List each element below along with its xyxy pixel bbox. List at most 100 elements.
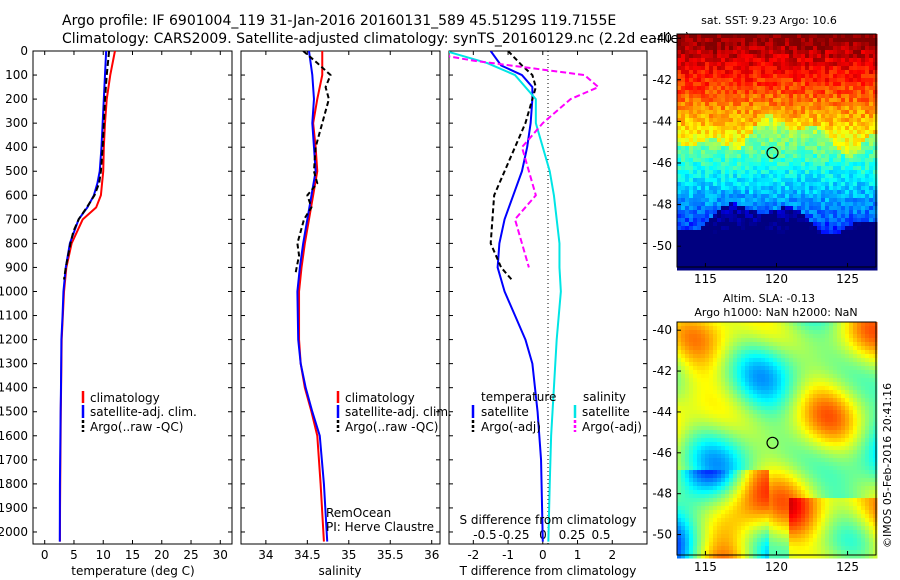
heatmap-cell	[753, 382, 758, 387]
heatmap-cell	[693, 118, 698, 123]
heatmap-cell	[697, 134, 702, 139]
heatmap-cell	[869, 126, 874, 131]
heatmap-cell	[837, 450, 842, 455]
heatmap-cell	[801, 102, 806, 107]
heatmap-cell	[697, 410, 702, 415]
heatmap-cell	[841, 438, 846, 443]
heatmap-cell	[737, 210, 742, 215]
heatmap-cell	[777, 178, 782, 183]
heatmap-cell	[729, 226, 734, 231]
heatmap-cell	[781, 422, 786, 427]
heatmap-cell	[725, 194, 730, 199]
heatmap-cell	[717, 394, 722, 399]
heatmap-cell	[749, 54, 754, 59]
heatmap-cell	[805, 218, 810, 223]
heatmap-cell	[781, 102, 786, 107]
heatmap-cell	[749, 266, 754, 271]
heatmap-cell	[845, 70, 850, 75]
heatmap-cell	[717, 406, 722, 411]
heatmap-cell	[697, 78, 702, 83]
heatmap-cell	[769, 254, 774, 259]
heatmap-cell	[757, 178, 762, 183]
heatmap-cell	[765, 406, 770, 411]
heatmap-cell	[781, 110, 786, 115]
heatmap-cell	[865, 262, 870, 267]
heatmap-cell	[777, 454, 782, 459]
heatmap-cell	[873, 182, 878, 187]
heatmap-cell	[749, 198, 754, 203]
heatmap-cell	[865, 250, 870, 255]
heatmap-cell	[785, 42, 790, 47]
heatmap-cell	[721, 46, 726, 51]
heatmap-cell	[705, 394, 710, 399]
heatmap-cell	[789, 334, 794, 339]
heatmap-cell	[817, 266, 822, 271]
heatmap-cell	[873, 330, 878, 335]
heatmap-cell	[765, 434, 770, 439]
heatmap-cell	[761, 394, 766, 399]
heatmap-cell	[757, 102, 762, 107]
heatmap-cell	[789, 174, 794, 179]
heatmap-cell	[861, 226, 866, 231]
heatmap-cell	[753, 174, 758, 179]
heatmap-cell	[701, 198, 706, 203]
heatmap-cell	[713, 334, 718, 339]
heatmap-cell	[817, 442, 822, 447]
heatmap-cell	[801, 338, 806, 343]
heatmap-cell	[777, 86, 782, 91]
heatmap-cell	[797, 154, 802, 159]
heatmap-cell	[853, 354, 858, 359]
heatmap-cell	[701, 346, 706, 351]
heatmap-cell	[797, 126, 802, 131]
heatmap-cell	[717, 446, 722, 451]
heatmap-cell	[701, 350, 706, 355]
heatmap-cell	[733, 406, 738, 411]
heatmap-cell	[845, 434, 850, 439]
heatmap-cell	[821, 218, 826, 223]
heatmap-cell	[721, 366, 726, 371]
sst-argo-location-marker	[766, 146, 779, 159]
heatmap-cell	[853, 202, 858, 207]
heatmap-cell	[745, 34, 750, 39]
heatmap-cell	[705, 78, 710, 83]
heatmap-cell	[697, 262, 702, 267]
heatmap-cell	[789, 406, 794, 411]
heatmap-cell	[821, 222, 826, 227]
heatmap-cell	[873, 234, 878, 239]
heatmap-cell	[873, 406, 878, 411]
heatmap-cell	[837, 366, 842, 371]
heatmap-cell	[797, 334, 802, 339]
heatmap-cell	[861, 402, 866, 407]
heatmap-cell	[809, 330, 814, 335]
heatmap-cell	[697, 370, 702, 375]
difference-xlabel: T difference from climatology	[459, 564, 637, 578]
heatmap-cell	[693, 394, 698, 399]
heatmap-cell	[753, 358, 758, 363]
heatmap-cell	[709, 414, 714, 419]
heatmap-cell	[677, 426, 682, 431]
heatmap-cell	[865, 54, 870, 59]
heatmap-cell	[713, 94, 718, 99]
heatmap-cell	[829, 418, 834, 423]
heatmap-cell	[829, 446, 834, 451]
heatmap-cell	[781, 322, 786, 327]
heatmap-cell	[689, 50, 694, 55]
heatmap-cell	[781, 446, 786, 451]
heatmap-cell	[849, 422, 854, 427]
heatmap-cell	[697, 198, 702, 203]
heatmap-cell	[741, 246, 746, 251]
heatmap-cell	[737, 398, 742, 403]
heatmap-cell	[837, 446, 842, 451]
heatmap-cell	[821, 202, 826, 207]
heatmap-cell	[833, 38, 838, 43]
heatmap-cell	[697, 94, 702, 99]
heatmap-cell	[697, 154, 702, 159]
heatmap-cell	[721, 106, 726, 111]
heatmap-cell	[789, 370, 794, 375]
heatmap-cell	[849, 350, 854, 355]
heatmap-cell	[701, 414, 706, 419]
heatmap-cell	[753, 46, 758, 51]
heatmap-cell	[789, 402, 794, 407]
heatmap-cell	[857, 174, 862, 179]
